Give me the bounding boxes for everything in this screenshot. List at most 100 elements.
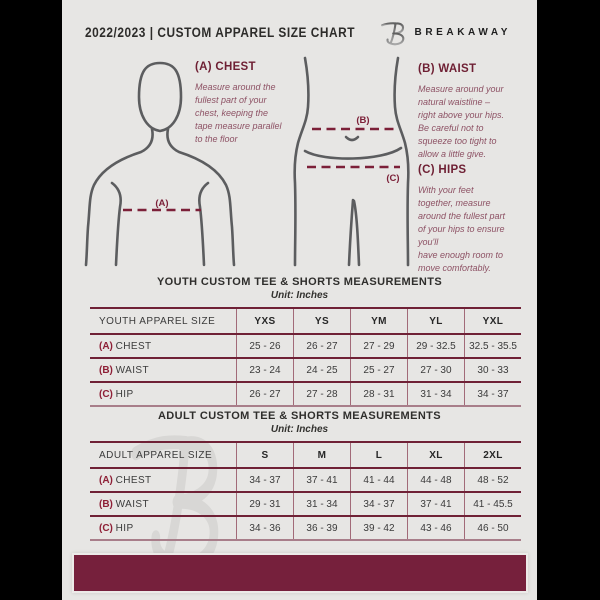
table-row: (C) HIP 26 - 27 27 - 28 28 - 31 31 - 34 34 - … (90, 381, 521, 407)
row-label-text: HIP (115, 522, 134, 534)
body-measurement-diagram: (A) (B) (C) (84, 56, 410, 267)
size-column-header: 2XL (464, 441, 521, 468)
row-label-cell: (B) WAIST (90, 491, 237, 516)
adult-section-title: ADULT CUSTOM TEE & SHORTS MEASUREMENTS (157, 410, 442, 422)
measurement-value-cell: 23 - 24 (236, 357, 294, 382)
table-row: (B) WAIST 23 - 24 24 - 25 25 - 27 27 - 30 30 … (90, 357, 521, 382)
chest-line-label: (A) (155, 198, 168, 209)
table-header-row: ADULT APPAREL SIZE S M L XL 2XL (90, 441, 521, 468)
row-label-cell: (A) CHEST (90, 467, 237, 492)
size-column-header: YXS (236, 307, 294, 334)
size-column-header: YL (407, 307, 465, 334)
apparel-size-header: YOUTH APPAREL SIZE (90, 307, 237, 334)
hips-left-outline (293, 56, 310, 267)
row-label-prefix: (A) (99, 340, 116, 352)
measurement-value-cell: 44 - 48 (407, 467, 465, 492)
measurement-value-cell: 27 - 28 (293, 381, 351, 407)
size-column-header: M (293, 441, 351, 468)
hips-heading: (C) HIPS (418, 164, 467, 176)
page-title-text: 2022/2023 | CUSTOM APPAREL SIZE CHART (85, 25, 355, 40)
measurement-value-cell: 25 - 26 (236, 333, 294, 358)
waist-line-label: (B) (356, 115, 369, 126)
waist-instructions: Measure around your natural waistline – … (418, 84, 505, 159)
adult-size-table: ADULT APPAREL SIZE S M L XL 2XL (A) CHEST 34 - … (90, 441, 521, 541)
table-row: (B) WAIST 29 - 31 31 - 34 34 - 37 37 - 41 41 … (90, 491, 521, 516)
measurement-value-cell: 39 - 42 (350, 515, 408, 541)
measurement-value-cell: 27 - 29 (350, 333, 408, 358)
measurement-value-cell: 41 - 45.5 (464, 491, 521, 516)
row-label-text: WAIST (115, 498, 149, 510)
hip-curve-line (303, 146, 403, 160)
footer-accent-bar (72, 553, 528, 593)
adult-unit-label: Unit: Inches (270, 424, 329, 435)
measurement-value-cell: 34 - 37 (464, 381, 521, 407)
youth-section-title: YOUTH CUSTOM TEE & SHORTS MEASUREMENTS (156, 276, 443, 288)
measurement-value-cell: 43 - 46 (407, 515, 465, 541)
right-armpit-outline (197, 181, 210, 267)
measurement-value-cell: 31 - 34 (293, 491, 351, 516)
size-column-header: YM (350, 307, 408, 334)
row-label-text: HIP (115, 388, 134, 400)
left-shoulder-arm-outline (84, 127, 154, 267)
measurement-value-cell: 32.5 - 35.5 (464, 333, 521, 358)
hips-right-outline (393, 56, 410, 267)
apparel-size-header: ADULT APPAREL SIZE (90, 441, 237, 468)
table-row: (A) CHEST 25 - 26 26 - 27 27 - 29 29 - 32.5 3… (90, 333, 521, 358)
navel-mark (344, 135, 360, 142)
page-title: 2022/2023 | CUSTOM APPAREL SIZE CHART (85, 25, 392, 40)
row-label-cell: (A) CHEST (90, 333, 237, 358)
chest-heading: (A) CHEST (195, 61, 256, 73)
size-column-header: XL (407, 441, 465, 468)
waist-heading: (B) WAIST (418, 63, 477, 75)
row-label-text: CHEST (115, 340, 152, 352)
size-column-header: L (350, 441, 408, 468)
measurement-value-cell: 41 - 44 (350, 467, 408, 492)
measurement-value-cell: 26 - 27 (293, 333, 351, 358)
row-label-cell: (C) HIP (90, 515, 237, 541)
breakaway-b-icon (380, 22, 404, 46)
left-armpit-outline (110, 181, 123, 267)
youth-size-table: YOUTH APPAREL SIZE YXS YS YM YL YXL (A) CHEST 2… (90, 307, 521, 407)
measurement-value-cell: 34 - 36 (236, 515, 294, 541)
left-inner-leg-line (347, 198, 355, 267)
measurement-value-cell: 48 - 52 (464, 467, 521, 492)
hips-instructions: With your feet together, measure around … (418, 185, 506, 273)
brand-logo: BREAKAWAY (380, 19, 512, 46)
row-label-prefix: (C) (99, 522, 116, 534)
size-column-header: S (236, 441, 294, 468)
measurement-value-cell: 25 - 27 (350, 357, 408, 382)
size-chart-document: 2022/2023 | CUSTOM APPAREL SIZE CHART BR… (62, 0, 537, 600)
row-label-prefix: (A) (99, 474, 116, 486)
measurement-value-cell: 34 - 37 (350, 491, 408, 516)
table-row: (C) HIP 34 - 36 36 - 39 39 - 42 43 - 46 46 - … (90, 515, 521, 541)
row-label-cell: (B) WAIST (90, 357, 237, 382)
measurement-value-cell: 28 - 31 (350, 381, 408, 407)
head-outline (137, 61, 183, 133)
measurement-value-cell: 31 - 34 (407, 381, 465, 407)
measurement-value-cell: 37 - 41 (293, 467, 351, 492)
measurement-value-cell: 24 - 25 (293, 357, 351, 382)
chest-instructions: Measure around the fullest part of your … (195, 82, 282, 144)
measurement-value-cell: 30 - 33 (464, 357, 521, 382)
measurement-value-cell: 37 - 41 (407, 491, 465, 516)
right-shoulder-arm-outline (166, 127, 236, 267)
row-label-prefix: (C) (99, 388, 116, 400)
size-column-header: YS (293, 307, 351, 334)
measurement-table: YOUTH APPAREL SIZE YXS YS YM YL YXL (A) CHEST 2… (90, 307, 521, 407)
right-inner-leg-line (352, 199, 361, 267)
measurement-value-cell: 46 - 50 (464, 515, 521, 541)
size-column-header: YXL (464, 307, 521, 334)
measurement-value-cell: 27 - 30 (407, 357, 465, 382)
youth-unit-label: Unit: Inches (270, 290, 329, 301)
measurement-value-cell: 29 - 31 (236, 491, 294, 516)
measurement-value-cell: 26 - 27 (236, 381, 294, 407)
row-label-cell: (C) HIP (90, 381, 237, 407)
row-label-prefix: (B) (99, 498, 116, 510)
row-label-text: CHEST (115, 474, 152, 486)
measurement-table: ADULT APPAREL SIZE S M L XL 2XL (A) CHEST 34 - … (90, 441, 521, 541)
measurement-value-cell: 29 - 32.5 (407, 333, 465, 358)
brand-name: BREAKAWAY (414, 27, 511, 38)
row-label-prefix: (B) (99, 364, 116, 376)
table-header-row: YOUTH APPAREL SIZE YXS YS YM YL YXL (90, 307, 521, 334)
